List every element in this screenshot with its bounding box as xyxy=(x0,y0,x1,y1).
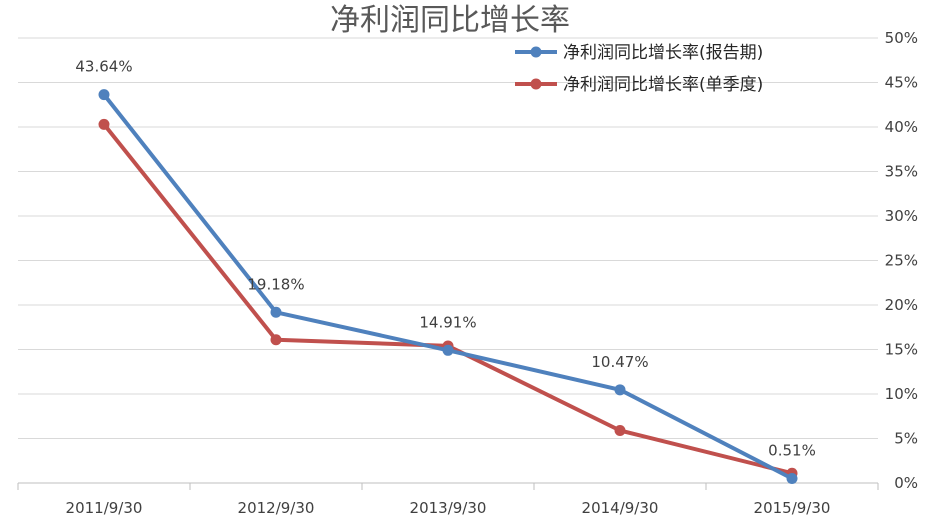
chart-title: 净利润同比增长率 xyxy=(330,3,570,38)
series-point xyxy=(614,384,626,396)
x-tick-label: 2012/9/30 xyxy=(238,499,315,517)
data-label: 0.51% xyxy=(768,441,816,459)
y-tick-label: 0% xyxy=(894,474,918,492)
y-axis: 0% 5% 10% 15% 20% 25% 30% 35% 40% 45% 50% xyxy=(885,29,918,492)
y-tick-label: 30% xyxy=(885,207,918,225)
x-axis: 2011/9/30 2012/9/30 2013/9/30 2014/9/30 2015… xyxy=(17,482,879,517)
y-tick-label: 5% xyxy=(894,430,918,448)
legend-swatch-marker xyxy=(530,78,542,90)
legend-label: 净利润同比增长率(单季度) xyxy=(563,75,763,95)
series-layer xyxy=(98,89,798,484)
legend-label: 净利润同比增长率(报告期) xyxy=(563,43,763,63)
series-point xyxy=(270,334,282,346)
y-tick-label: 10% xyxy=(885,385,918,403)
x-tick-label: 2014/9/30 xyxy=(582,499,659,517)
y-tick-label: 15% xyxy=(885,341,918,359)
data-labels: 43.64% 19.18% 14.91% 10.47% 0.51% xyxy=(75,58,815,460)
y-tick-label: 50% xyxy=(885,29,918,47)
x-tick-label: 2011/9/30 xyxy=(66,499,143,517)
series-point xyxy=(270,306,282,318)
y-tick-label: 45% xyxy=(885,74,918,92)
y-tick-label: 25% xyxy=(885,252,918,270)
series-point xyxy=(98,118,110,130)
legend: 净利润同比增长率(报告期) 净利润同比增长率(单季度) xyxy=(515,43,763,95)
series-point xyxy=(786,472,798,484)
data-label: 14.91% xyxy=(419,313,476,331)
y-tick-label: 20% xyxy=(885,296,918,314)
x-tick-label: 2015/9/30 xyxy=(754,499,831,517)
data-label: 10.47% xyxy=(591,353,648,371)
series-point xyxy=(614,424,626,436)
grid-lines xyxy=(18,37,878,484)
data-label: 19.18% xyxy=(247,275,304,293)
y-tick-label: 40% xyxy=(885,118,918,136)
series-point xyxy=(442,344,454,356)
x-tick-label: 2013/9/30 xyxy=(410,499,487,517)
legend-swatch-marker xyxy=(530,46,542,58)
data-label: 43.64% xyxy=(75,58,132,76)
y-tick-label: 35% xyxy=(885,163,918,181)
series-point xyxy=(98,89,110,101)
